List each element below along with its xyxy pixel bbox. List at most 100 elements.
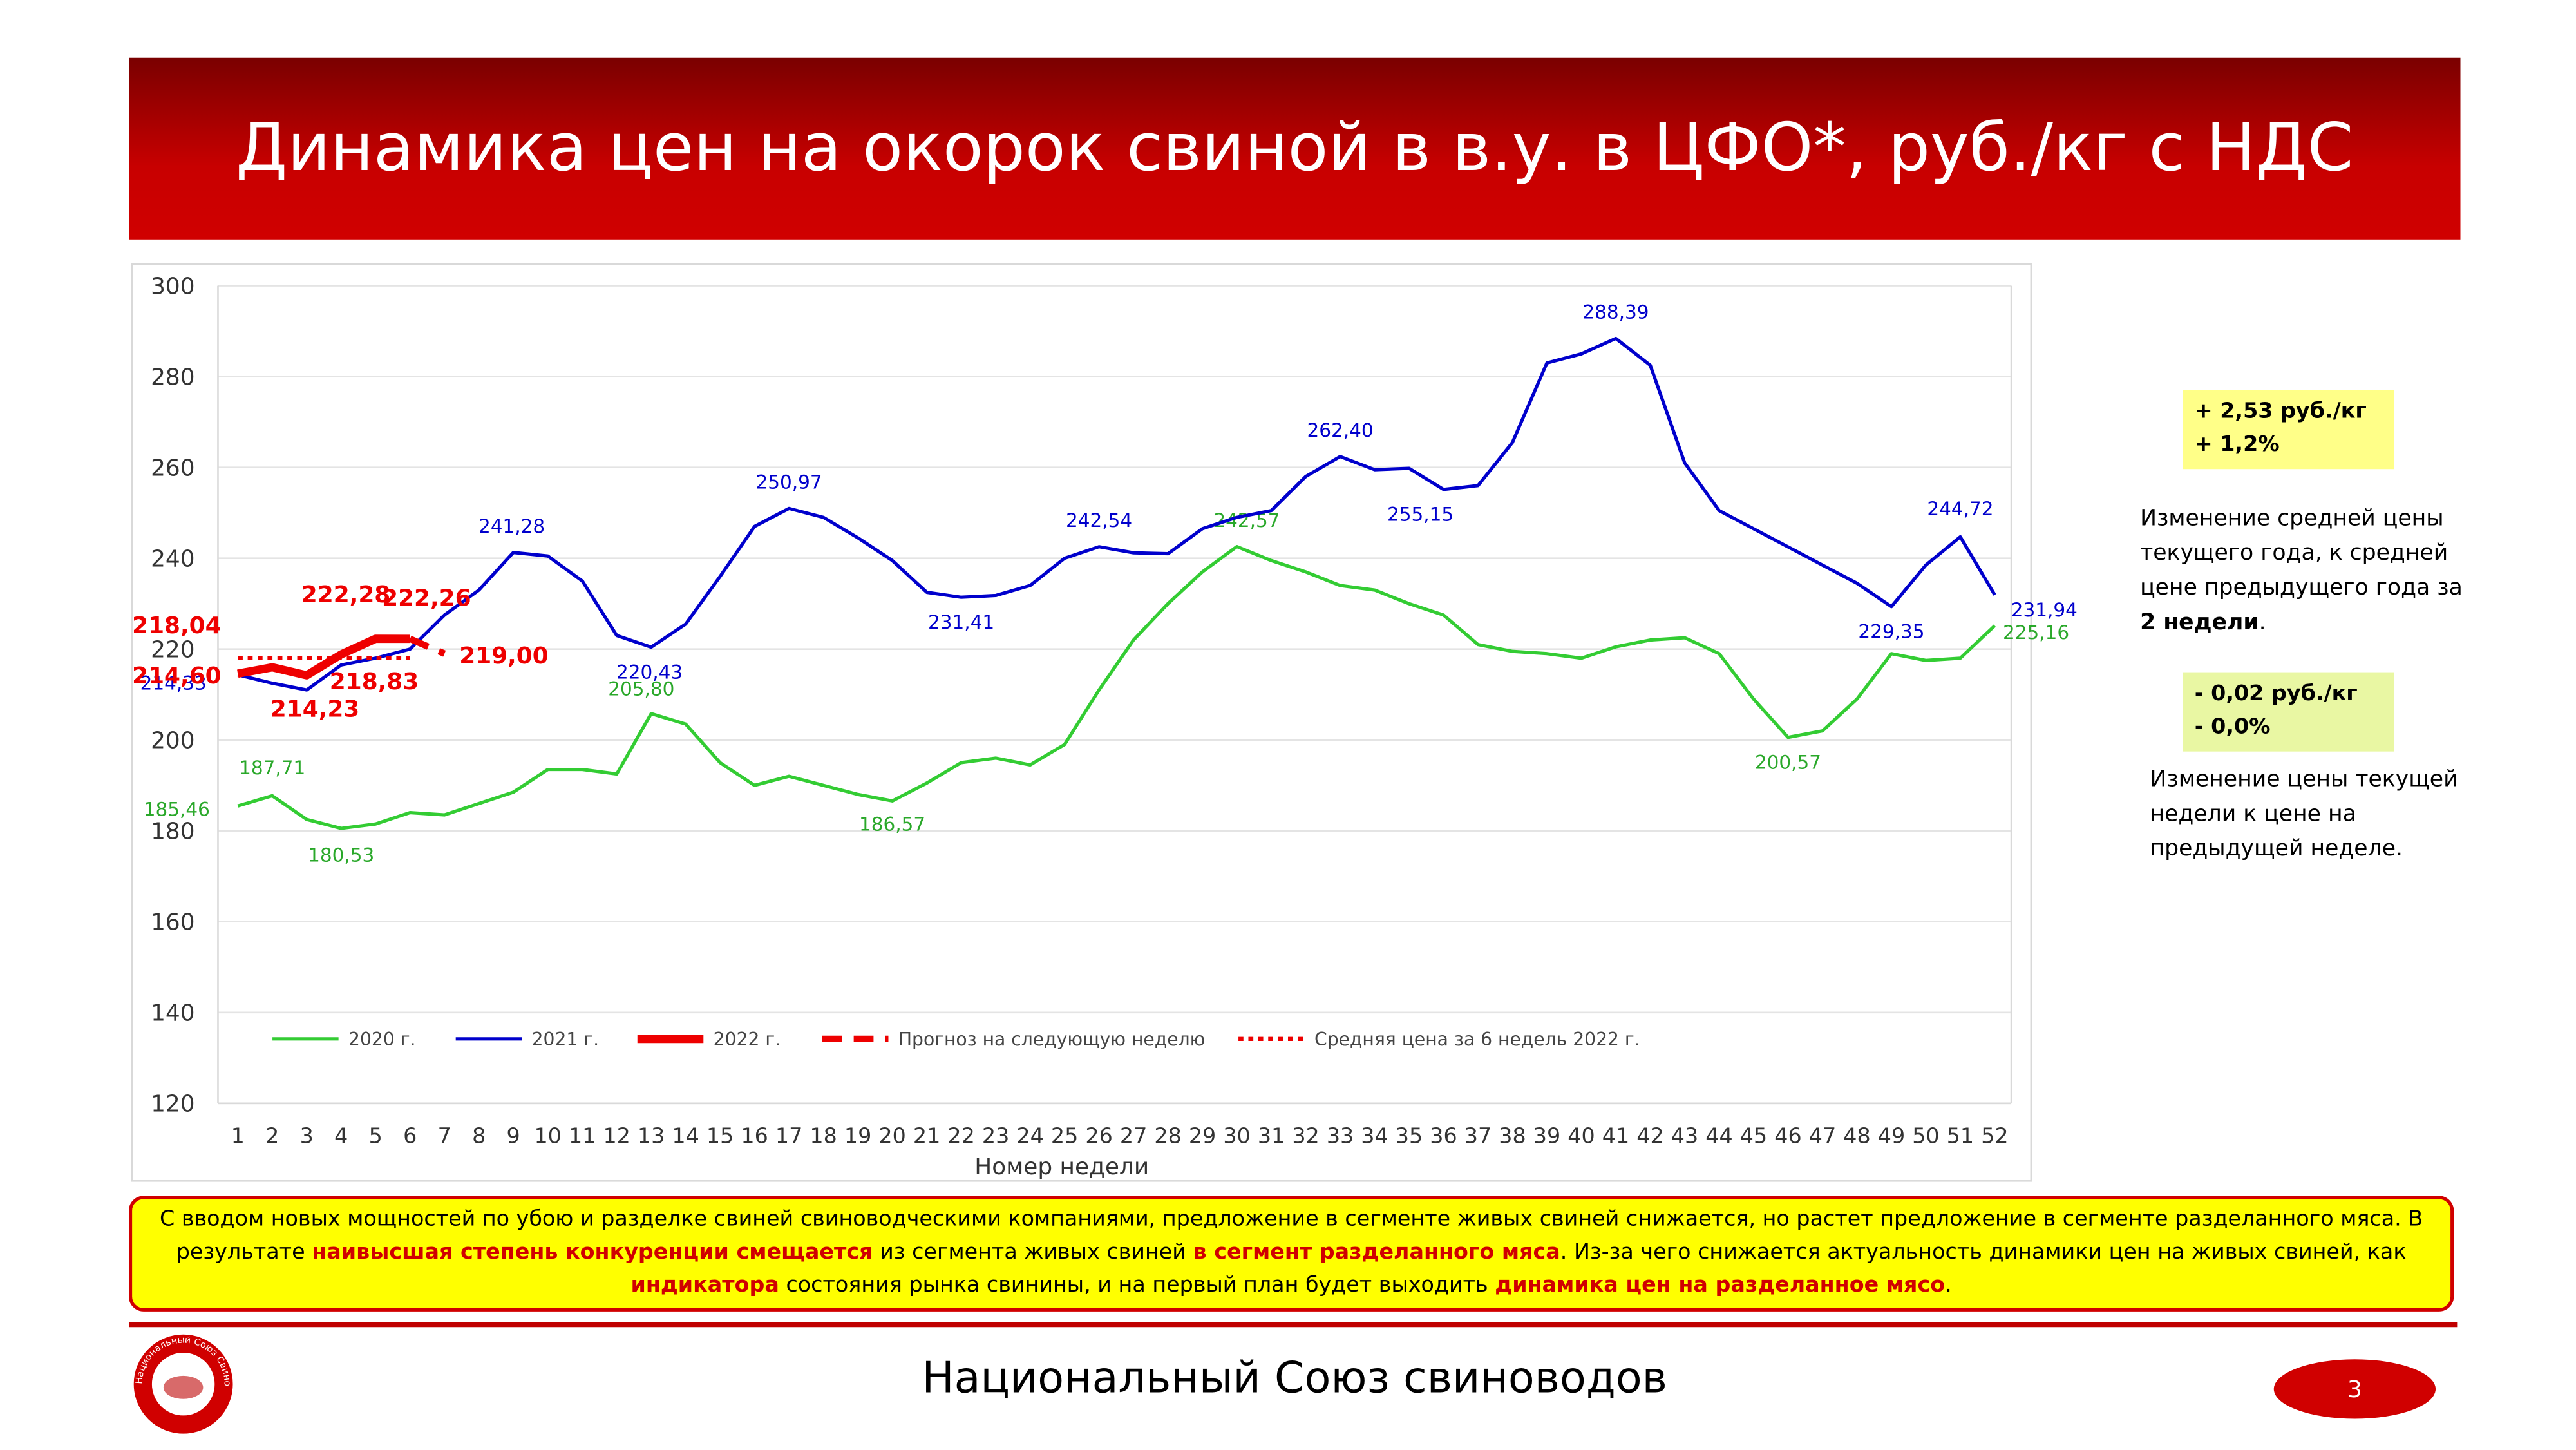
series-line	[237, 336, 1996, 692]
data-label: 229,35	[1858, 620, 1924, 642]
chart-frame	[131, 263, 2032, 1182]
data-label: 214,33	[140, 673, 207, 694]
data-label: 187,71	[239, 757, 305, 779]
y-tick-label: 260	[151, 455, 194, 481]
x-tick-label: 17	[775, 1123, 802, 1148]
y-tick-label: 120	[151, 1091, 194, 1118]
x-tick-label: 21	[913, 1123, 940, 1148]
page-badge	[2273, 1359, 2436, 1419]
data-label: 225,16	[2003, 622, 2069, 644]
x-tick-label: 5	[369, 1123, 383, 1148]
data-label: 255,15	[1387, 504, 1454, 526]
y-tick-label: 200	[151, 728, 194, 754]
data-label: 218,83	[330, 669, 419, 695]
legend-label: Средняя цена за 6 недель 2022 г.	[1314, 1029, 1640, 1050]
side-box-line: - 0,0%	[2194, 715, 2271, 740]
data-label: 186,57	[859, 814, 925, 835]
data-label: 220,43	[616, 661, 683, 683]
x-tick-label: 19	[844, 1123, 871, 1148]
x-tick-label: 26	[1085, 1123, 1112, 1148]
data-label: 205,80	[608, 678, 674, 700]
data-label: 231,41	[928, 611, 994, 633]
side-description: Изменение средней цены текущего года, к …	[2140, 502, 2464, 640]
y-tick-label: 280	[151, 364, 194, 390]
x-tick-label: 1	[231, 1123, 245, 1148]
x-tick-label: 45	[1740, 1123, 1767, 1148]
note-segment: наивысшая степень конкуренции смещается	[312, 1240, 873, 1266]
data-label: 244,72	[1927, 498, 1993, 520]
legend-label: Прогноз на следующую неделю	[898, 1029, 1205, 1050]
x-tick-label: 40	[1567, 1123, 1595, 1148]
data-label: 180,53	[308, 844, 374, 866]
y-tick-label: 240	[151, 546, 194, 572]
title: Динамика цен на окорок свиной в в.у. в Ц…	[128, 57, 2461, 240]
side-description: Изменение цены текущей недели к цене на …	[2150, 763, 2463, 868]
data-label: 262,40	[1307, 419, 1373, 441]
x-tick-label: 38	[1499, 1123, 1526, 1148]
desc-bold: 2 недели	[2140, 609, 2259, 636]
x-tick-label: 14	[672, 1123, 699, 1148]
note-segment: из сегмента живых свиней	[873, 1240, 1193, 1266]
data-label: 218,04	[132, 613, 221, 639]
data-label: 222,26	[382, 585, 471, 611]
x-tick-label: 16	[741, 1123, 768, 1148]
x-tick-label: 50	[1912, 1123, 1939, 1148]
x-tick-label: 32	[1292, 1123, 1319, 1148]
x-tick-label: 11	[569, 1123, 596, 1148]
side-box-line: - 0,02 руб./кг	[2194, 682, 2358, 707]
x-tick-label: 42	[1636, 1123, 1663, 1148]
legend-label: 2022 г.	[714, 1029, 781, 1050]
x-tick-label: 28	[1154, 1123, 1181, 1148]
note-segment: индикатора	[630, 1273, 779, 1299]
data-label: 222,28	[301, 582, 390, 608]
x-tick-label: 4	[334, 1123, 348, 1148]
data-label: 219,00	[459, 643, 548, 669]
legend-label: 2020 г.	[348, 1029, 415, 1050]
y-tick-label: 160	[151, 910, 194, 936]
x-tick-label: 49	[1878, 1123, 1905, 1148]
x-tick-label: 41	[1602, 1123, 1629, 1148]
x-tick-label: 18	[810, 1123, 837, 1148]
x-tick-label: 25	[1051, 1123, 1078, 1148]
x-tick-label: 22	[947, 1123, 974, 1148]
x-tick-label: 33	[1327, 1123, 1354, 1148]
note-segment: в сегмент разделанного мяса	[1193, 1240, 1560, 1266]
x-tick-label: 48	[1843, 1123, 1870, 1148]
x-tick-label: 10	[534, 1123, 561, 1148]
note: С вводом новых мощностей по убою и разде…	[128, 1196, 2454, 1312]
data-label: 288,39	[1582, 301, 1649, 323]
logo-pig	[163, 1375, 204, 1399]
side-box: + 2,53 руб./кг + 1,2%	[2183, 390, 2394, 470]
data-label: 241,28	[478, 515, 545, 537]
x-tick-label: 31	[1258, 1123, 1285, 1148]
data-label: 214,60	[132, 663, 221, 689]
series-line	[408, 636, 446, 657]
x-tick-label: 39	[1533, 1123, 1560, 1148]
x-tick-label: 35	[1396, 1123, 1423, 1148]
data-label: 250,97	[756, 472, 822, 493]
note-text: С вводом новых мощностей по убою и разде…	[142, 1204, 2441, 1303]
x-tick-label: 7	[438, 1123, 451, 1148]
desc-text: Изменение цены текущей недели к цене на …	[2150, 766, 2458, 863]
x-tick-label: 15	[706, 1123, 734, 1148]
data-label: 200,57	[1755, 751, 1821, 773]
side-box: - 0,02 руб./кг - 0,0%	[2183, 672, 2394, 752]
page-number: 3	[2347, 1377, 2362, 1403]
x-tick-label: 43	[1671, 1123, 1698, 1148]
x-tick-label: 2	[265, 1123, 279, 1148]
series-line	[237, 544, 1996, 830]
y-tick-label: 220	[151, 637, 194, 663]
note-segment: динамика цен на разделанное мясо	[1495, 1273, 1946, 1299]
series-line	[237, 634, 410, 680]
side-box-line: + 1,2%	[2194, 432, 2280, 458]
x-tick-label: 13	[638, 1123, 665, 1148]
y-tick-label: 180	[151, 819, 194, 845]
x-tick-label: 8	[472, 1123, 486, 1148]
footer-organization: Национальный Союз свиноводов	[922, 1353, 1667, 1403]
x-tick-label: 12	[603, 1123, 630, 1148]
x-tick-label: 52	[1981, 1123, 2008, 1148]
data-label: 242,54	[1066, 510, 1132, 531]
x-tick-label: 51	[1947, 1123, 1974, 1148]
x-tick-label: 6	[403, 1123, 417, 1148]
